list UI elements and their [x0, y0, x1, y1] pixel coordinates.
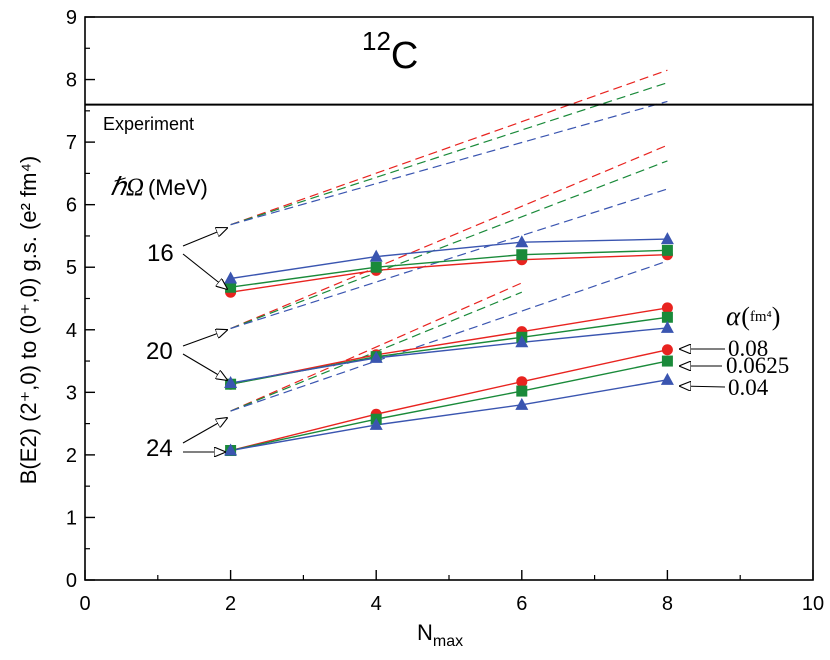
y-tick-label: 7 [66, 132, 77, 154]
data-point-circle-hw20 [661, 302, 673, 314]
chart-title: 12C [362, 26, 418, 77]
data-point-square-hw24 [661, 355, 673, 367]
y-tick-label: 1 [66, 507, 77, 529]
series-line-hw16-alpha-0.0625 [230, 249, 668, 288]
experiment-label: Experiment [103, 114, 194, 134]
alpha-unit: fm⁴ [750, 309, 772, 325]
alpha-arrow-0.04 [680, 386, 726, 387]
data-point-triangle-hw24 [369, 417, 383, 430]
title-main: C [391, 35, 418, 77]
alpha-value-0.08: 0.08 [728, 336, 768, 361]
hbar-omega-symbol: ℏΩ [110, 174, 144, 201]
alpha-value-0.0625: 0.0625 [726, 353, 789, 378]
y-tick-label: 9 [66, 7, 77, 29]
arrow-24-to-dashed [182, 418, 227, 444]
x-axis-label-main: N [417, 620, 433, 645]
x-axis-label-sub: max [433, 633, 463, 650]
x-tick-label: 6 [516, 593, 527, 615]
data-point-triangle-hw20 [369, 350, 383, 363]
x-tick-label: 10 [802, 593, 824, 615]
alpha-label: α(fm⁴) [726, 301, 780, 331]
data-point-square-hw16 [661, 244, 673, 256]
dashed-line-hw16-alpha-0.04 [230, 100, 668, 226]
data-point-triangle-hw16 [660, 232, 674, 245]
y-tick-label: 8 [66, 70, 77, 92]
data-point-square-hw16 [370, 261, 382, 273]
series-line-hw16-alpha-0.04 [230, 238, 668, 280]
series-line-hw20-alpha-0.08 [230, 307, 668, 385]
alpha-symbol: α [726, 301, 741, 331]
series-lines [230, 238, 668, 452]
data-point-triangle-hw24 [515, 397, 529, 410]
plot-frame [84, 16, 814, 581]
dashed-line-hw24-alpha-0.04 [230, 260, 668, 412]
data-point-square-hw24 [516, 385, 528, 397]
arrow-20-to-solid [182, 353, 227, 380]
hw-value-16: 16 [147, 240, 174, 267]
data-point-triangle-hw24 [660, 372, 674, 385]
hw-unit: (MeV) [148, 175, 208, 200]
data-point-circle-hw24 [516, 376, 528, 388]
data-point-triangle-hw16 [369, 249, 383, 262]
series-line-hw20-alpha-0.04 [230, 327, 668, 384]
data-point-square-hw20 [661, 311, 673, 323]
hw-value-24: 24 [146, 435, 173, 462]
data-point-square-hw16 [225, 281, 237, 293]
x-axis-label: Nmax [417, 620, 463, 650]
series-line-hw24-alpha-0.04 [230, 379, 668, 452]
y-tick-label: 4 [66, 320, 77, 342]
dashed-line-hw24-alpha-0.08 [230, 282, 523, 412]
alpha-paren-right: ) [772, 302, 781, 331]
y-tick-label: 2 [66, 445, 77, 467]
data-point-triangle-hw16 [515, 235, 529, 248]
dashed-line-hw20-alpha-0.0625 [230, 160, 668, 330]
data-point-square-hw16 [516, 249, 528, 261]
dashed-line-hw16-alpha-0.08 [230, 69, 668, 226]
dashed-line-hw20-alpha-0.08 [230, 144, 668, 330]
x-tick-label: 4 [371, 593, 382, 615]
hw-label: ℏΩ (MeV) [110, 174, 208, 201]
data-point-triangle-hw20 [224, 375, 238, 388]
arrow-20-to-dashed [182, 330, 227, 347]
arrow-16-to-solid [182, 253, 227, 289]
data-point-triangle-hw20 [515, 335, 529, 348]
data-point-circle-hw24 [661, 344, 673, 356]
x-tick-label: 0 [79, 593, 90, 615]
hw-value-20: 20 [146, 338, 173, 365]
y-tick-label: 0 [66, 570, 77, 592]
arrow-16-to-dashed [182, 228, 227, 247]
title-superscript: 12 [362, 26, 391, 56]
y-tick-label: 3 [66, 382, 77, 404]
series-markers [224, 232, 674, 457]
hw-annotation-arrows [182, 228, 227, 452]
alpha-paren-left: ( [741, 302, 750, 331]
y-axis-label: B(E2) (2⁺,0) to (0⁺,0) g.s. (e² fm⁴) [16, 156, 41, 485]
y-tick-label: 6 [66, 195, 77, 217]
x-tick-label: 8 [662, 593, 673, 615]
data-point-triangle-hw24 [224, 443, 238, 456]
data-point-triangle-hw20 [660, 320, 674, 333]
alpha-value-0.04: 0.04 [728, 375, 769, 400]
series-line-hw24-alpha-0.0625 [230, 360, 668, 452]
series-line-hw16-alpha-0.08 [230, 254, 668, 293]
dashed-line-hw20-alpha-0.04 [230, 188, 668, 330]
y-tick-label: 5 [66, 257, 77, 279]
dashed-line-hw16-alpha-0.0625 [230, 82, 668, 226]
series-line-hw24-alpha-0.08 [230, 349, 668, 452]
x-tick-label: 2 [225, 593, 236, 615]
